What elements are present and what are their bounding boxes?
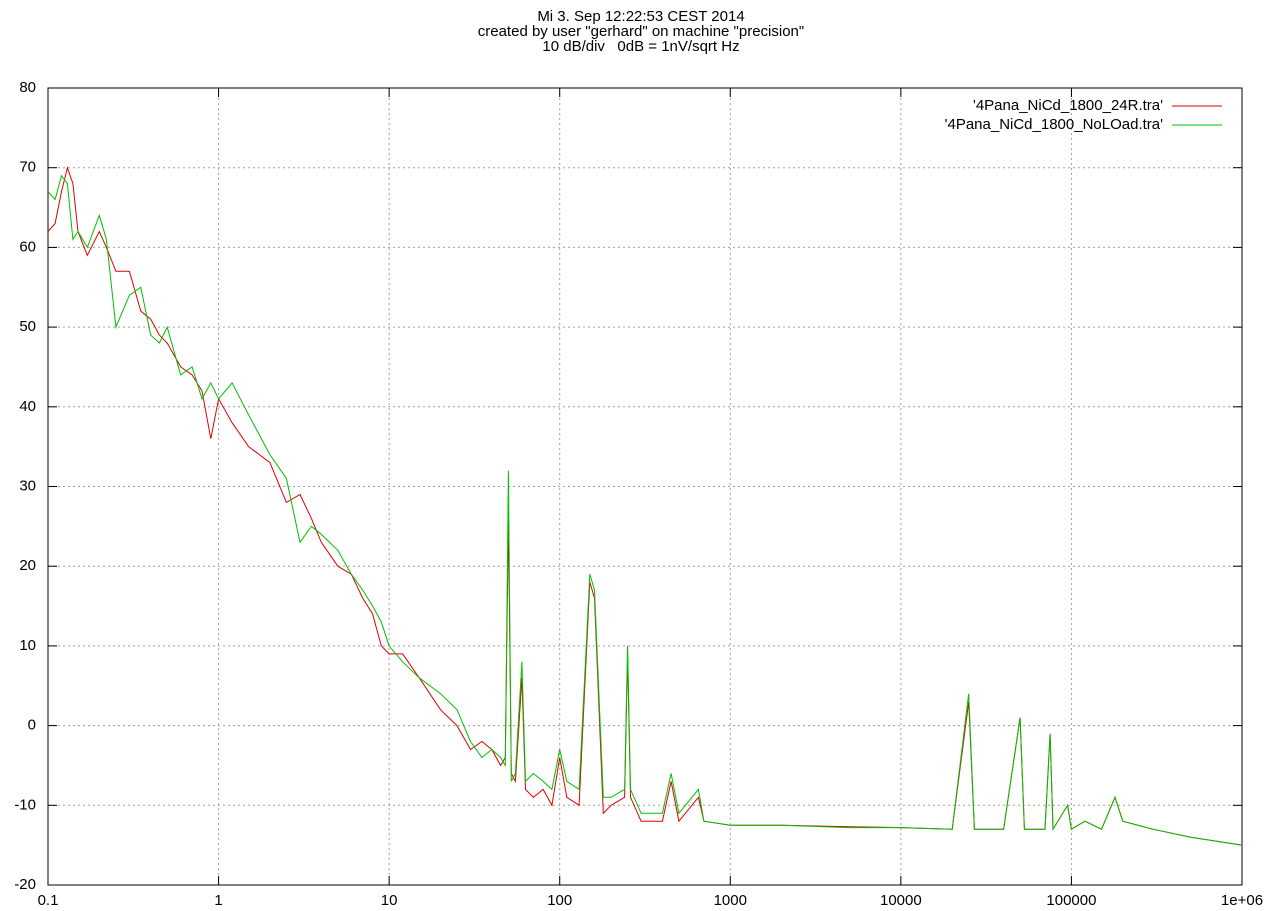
y-tick-label: -10 <box>14 796 36 813</box>
x-tick-label: 1000 <box>714 892 747 909</box>
y-tick-label: 70 <box>19 159 36 176</box>
chart-subtitle: 10 dB/div 0dB = 1nV/sqrt Hz <box>542 38 739 55</box>
chart-subtitle: created by user "gerhard" on machine "pr… <box>478 23 804 40</box>
y-tick-label: 30 <box>19 477 36 494</box>
x-tick-label: 100 <box>547 892 572 909</box>
y-tick-label: 0 <box>28 717 36 734</box>
legend-label: '4Pana_NiCd_1800_24R.tra' <box>973 97 1163 114</box>
x-tick-label: 10 <box>381 892 398 909</box>
y-tick-label: 80 <box>19 79 36 96</box>
y-tick-label: 60 <box>19 238 36 255</box>
x-tick-label: 1e+06 <box>1221 892 1263 909</box>
legend-label: '4Pana_NiCd_1800_NoLOad.tra' <box>945 116 1164 133</box>
x-tick-label: 1 <box>214 892 222 909</box>
x-tick-label: 0.1 <box>38 892 59 909</box>
x-tick-label: 100000 <box>1046 892 1096 909</box>
x-tick-label: 10000 <box>880 892 922 909</box>
y-tick-label: 20 <box>19 557 36 574</box>
y-tick-label: 10 <box>19 637 36 654</box>
series-line <box>47 165 1243 846</box>
y-tick-label: 40 <box>19 398 36 415</box>
plot-border <box>47 87 1243 886</box>
series-line <box>47 174 1243 846</box>
chart-title: Mi 3. Sep 12:22:53 CEST 2014 <box>537 8 744 25</box>
y-tick-label: -20 <box>14 876 36 893</box>
y-tick-label: 50 <box>19 318 36 335</box>
